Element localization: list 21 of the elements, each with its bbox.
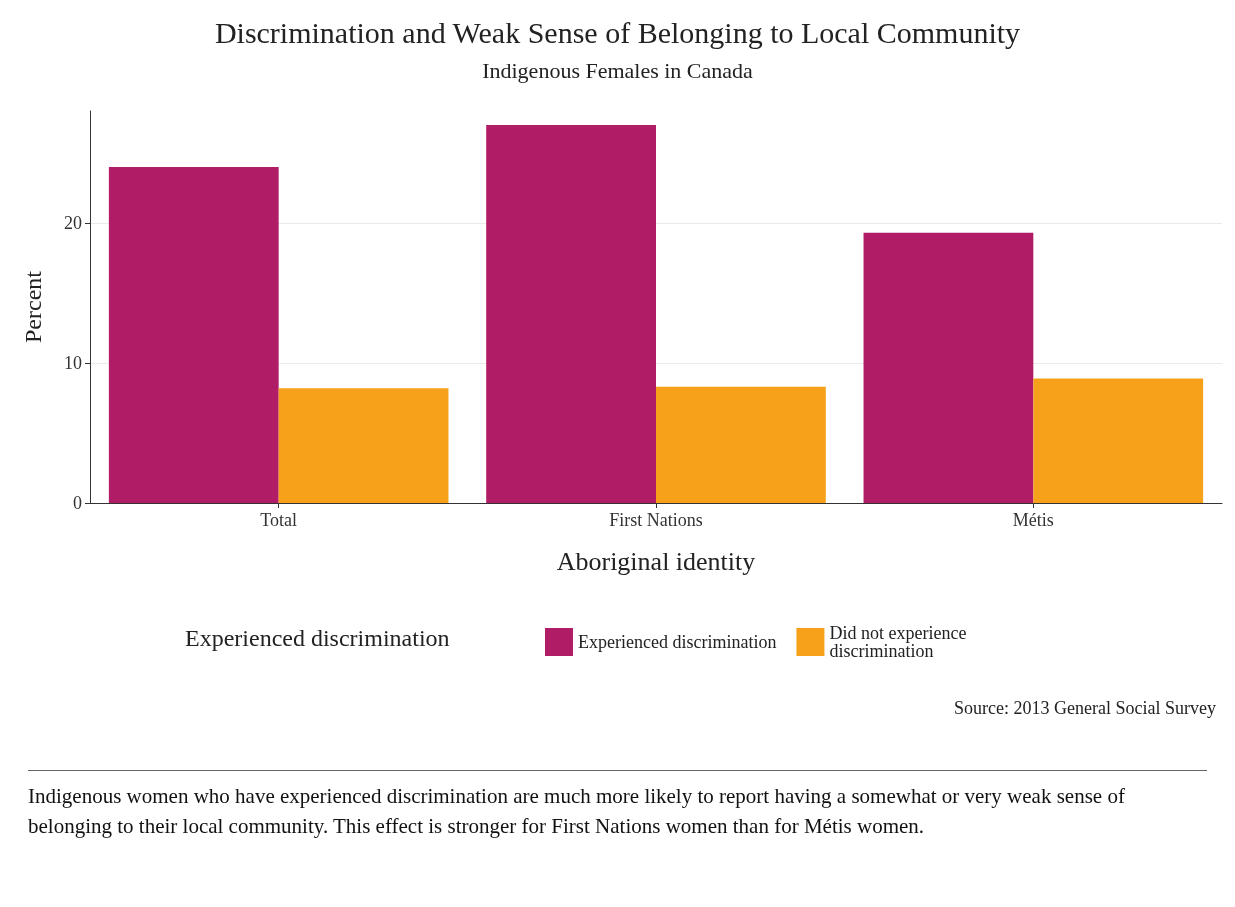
- text: Indigenous women who have experienced discrimination are much more likely to report having a somewhat or very weak sense of belonging to their local community. This effect is stronger for First Nations women than for Métis women.: [28, 783, 1126, 840]
- bar: [656, 386, 826, 503]
- bar: [108, 167, 279, 503]
- bar: [278, 388, 449, 503]
- x-axis-title: Aboriginal identity: [556, 546, 756, 576]
- chart-title: Discrimination and Weak Sense of Belonging to Local Community: [214, 15, 1021, 49]
- legend-title: Experienced discrimination: [185, 625, 450, 651]
- x-tick-label: Total: [260, 510, 298, 530]
- legend-label: Did not experience discrimination: [829, 623, 971, 661]
- y-tick-label: 20: [64, 213, 82, 233]
- y-tick-label: 0: [73, 493, 82, 513]
- bar: [1033, 378, 1204, 503]
- legend-label: Experienced discrimination: [578, 632, 777, 652]
- x-tick-label: First Nations: [609, 510, 703, 530]
- y-axis-title: Percent: [20, 270, 46, 343]
- y-tick-label: 10: [64, 353, 82, 373]
- x-tick-label: Métis: [1012, 510, 1054, 530]
- source-note: Source: 2013 General Social Survey: [954, 698, 1217, 718]
- chart-subtitle: Indigenous Females in Canada: [482, 57, 754, 83]
- bar: [863, 232, 1034, 503]
- bar: [486, 125, 656, 503]
